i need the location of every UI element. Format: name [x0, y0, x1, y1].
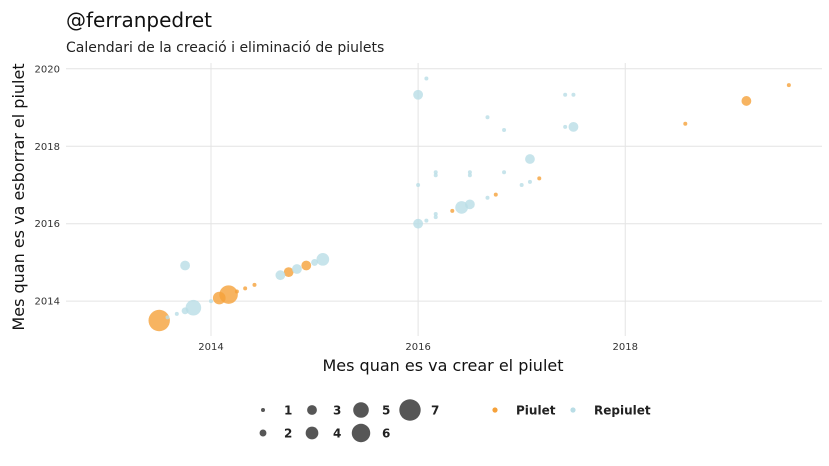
repiulet-point [433, 215, 438, 220]
size-legend-swatch [353, 402, 369, 418]
piulet-point [786, 83, 791, 88]
size-legend-label: 7 [431, 404, 439, 418]
repiulet-point [485, 115, 490, 120]
repiulet-point [455, 201, 468, 214]
repiulet-point [424, 218, 429, 223]
size-legend-swatch [399, 399, 421, 421]
repiulet-point [563, 124, 568, 129]
type-legend-swatch [570, 407, 576, 413]
repiulet-point [527, 179, 532, 184]
x-axis-title: Mes quan es va crear el piulet [322, 356, 563, 375]
repiulet-point [485, 195, 490, 200]
y-tick-label: 2016 [35, 219, 60, 230]
piulet-point [450, 208, 455, 213]
size-legend-swatch [307, 405, 317, 415]
repiulet-point [174, 311, 179, 316]
size-legend-swatch [305, 426, 319, 440]
x-tick-label: 2016 [405, 342, 430, 353]
piulet-point [683, 121, 688, 126]
piulet-point [234, 289, 239, 294]
piulet-point [537, 176, 542, 181]
type-legend-label: Repiulet [594, 404, 651, 418]
repiulet-point [165, 315, 170, 320]
piulet-point [283, 267, 294, 278]
piulet-point [741, 96, 752, 106]
piulet-point [252, 282, 257, 287]
axis-ticks: 2014 2016 2018 2014 2016 2018 2020 [35, 64, 638, 353]
repiulet-point [413, 89, 424, 100]
data-points [148, 76, 791, 332]
y-tick-label: 2018 [35, 142, 60, 153]
size-legend-label: 2 [284, 427, 292, 441]
repiulet-point [311, 258, 318, 266]
chart-title: @ferranpedret [66, 8, 212, 32]
size-legend-label: 3 [333, 404, 341, 418]
repiulet-point [433, 170, 438, 175]
repiulet-point [433, 212, 438, 217]
piulet-point [493, 192, 498, 197]
type-legend-label: Piulet [516, 404, 556, 418]
legend: 1 2 3 4 5 6 7 Piulet Repiulet [259, 399, 651, 443]
y-tick-label: 2014 [35, 297, 60, 308]
repiulet-point [467, 173, 472, 178]
repiulet-point [502, 127, 507, 132]
piulet-point [148, 309, 170, 332]
repiulet-point [433, 173, 438, 178]
size-legend-label: 5 [382, 404, 390, 418]
piulet-point [243, 286, 248, 291]
repiulet-point [424, 76, 429, 81]
size-legend-swatch [261, 408, 265, 412]
repiulet-point [180, 260, 190, 271]
repiulet-point [292, 264, 302, 274]
size-legend-swatch [351, 423, 371, 443]
repiulet-point [519, 182, 524, 187]
y-tick-label: 2020 [35, 64, 60, 75]
repiulet-point [464, 199, 475, 210]
size-legend-swatch [259, 429, 267, 437]
chart-subtitle: Calendari de la creació i eliminació de … [66, 40, 384, 56]
repiulet-point [413, 218, 424, 229]
size-legend-label: 1 [284, 404, 292, 418]
repiulet-point [502, 170, 507, 175]
repiulet-point [467, 170, 472, 175]
gridlines [66, 63, 822, 336]
repiulet-point [563, 92, 568, 97]
piulet-point [301, 260, 312, 271]
size-legend-label: 6 [382, 427, 390, 441]
repiulet-point [208, 299, 213, 304]
repiulet-point [525, 154, 535, 164]
x-tick-label: 2014 [198, 342, 223, 353]
repiulet-point [316, 252, 330, 266]
x-tick-label: 2018 [613, 342, 638, 353]
repiulet-point [568, 121, 579, 132]
repiulet-point [416, 182, 421, 187]
type-legend-swatch [492, 407, 498, 413]
piulet-point [219, 285, 238, 304]
size-legend-label: 4 [333, 427, 341, 441]
repiulet-point [185, 299, 202, 316]
y-axis-title: Mes quan es va esborrar el piulet [9, 63, 28, 330]
repiulet-point [275, 270, 286, 281]
repiulet-point [571, 92, 576, 97]
